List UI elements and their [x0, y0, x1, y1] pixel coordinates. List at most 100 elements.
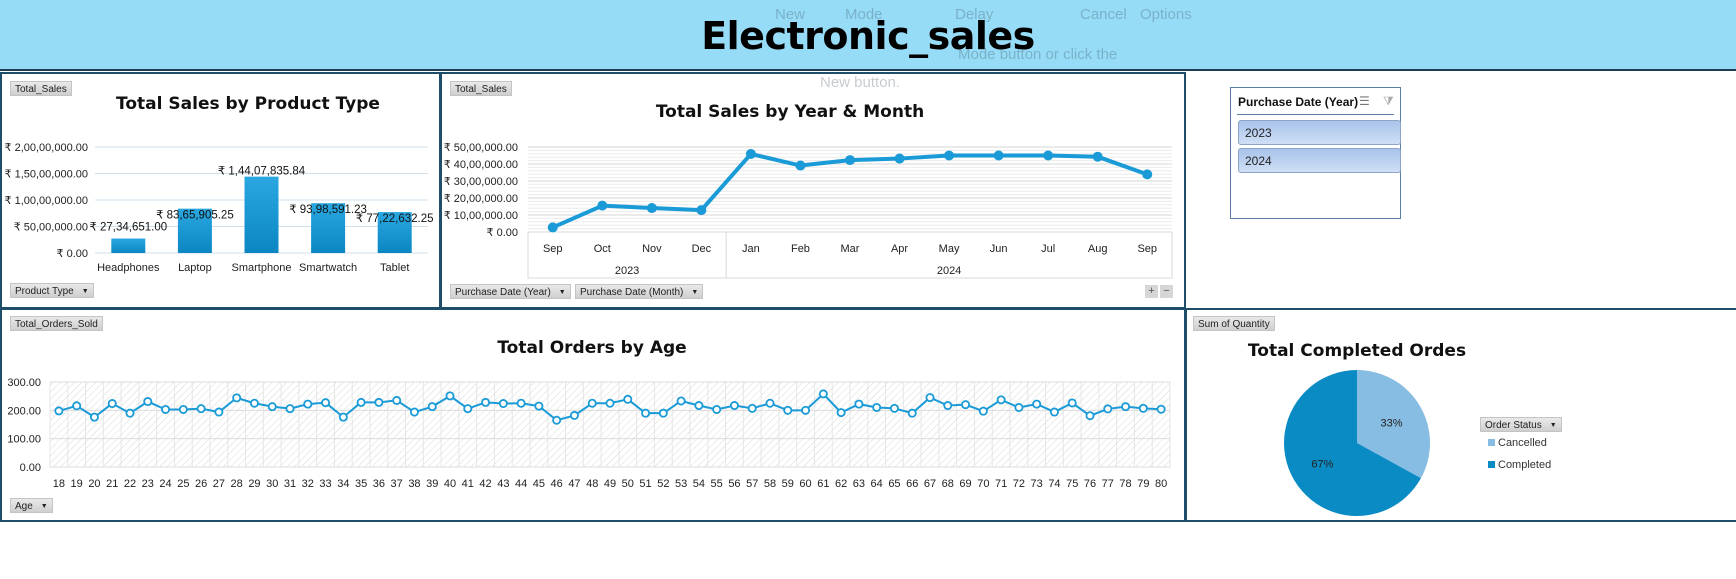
- age-point: [303, 399, 313, 409]
- age-x-tick: 69: [959, 478, 971, 490]
- bar-data-label: ₹ 93,98,591.23: [289, 204, 367, 216]
- age-point: [232, 393, 242, 403]
- bar-y-tick: ₹ 0.00: [57, 248, 88, 260]
- expand-field-button[interactable]: +: [1145, 285, 1158, 298]
- slicer-item-2024[interactable]: 2024: [1238, 148, 1401, 173]
- bar-tablet: [377, 212, 412, 253]
- age-point: [854, 399, 864, 409]
- age-x-tick: 38: [408, 478, 420, 490]
- age-x-tick: 78: [1119, 478, 1131, 490]
- age-point: [836, 408, 846, 418]
- age-x-tick: 25: [177, 478, 189, 490]
- age-point: [623, 394, 633, 404]
- month-point: [745, 148, 756, 159]
- age-x-tick: 72: [1013, 478, 1025, 490]
- age-filter-button[interactable]: Age: [10, 498, 53, 513]
- age-x-tick: 43: [497, 478, 509, 490]
- age-x-tick: 24: [159, 478, 171, 490]
- month-y-tick: ₹ 30,00,000.00: [444, 176, 518, 188]
- age-point: [943, 401, 953, 411]
- age-x-tick: 45: [533, 478, 545, 490]
- age-x-tick: 18: [53, 478, 65, 490]
- age-point: [427, 402, 437, 412]
- age-x-tick: 61: [817, 478, 829, 490]
- age-x-tick: 47: [568, 478, 580, 490]
- product-chart-title: Total Sales by Product Type: [116, 94, 380, 114]
- month-point: [696, 205, 707, 216]
- purchase-year-field-button[interactable]: Purchase Date (Year): [450, 284, 571, 299]
- age-point: [374, 397, 384, 407]
- month-y-tick: ₹ 50,00,000.00: [444, 142, 518, 154]
- age-x-tick: 56: [728, 478, 740, 490]
- age-x-tick: 31: [284, 478, 296, 490]
- age-x-tick: 36: [373, 478, 385, 490]
- age-point: [516, 398, 526, 408]
- bar-y-tick: ₹ 2,00,00,000.00: [5, 142, 88, 154]
- age-point: [641, 408, 651, 418]
- legend-cancelled: Cancelled: [1488, 437, 1547, 449]
- purchase-month-field-button[interactable]: Purchase Date (Month): [575, 284, 704, 299]
- collapse-field-button[interactable]: −: [1160, 285, 1173, 298]
- bar-headphones: [111, 238, 146, 253]
- age-x-tick: 50: [622, 478, 634, 490]
- month-point: [894, 153, 905, 164]
- month-axis-box: [527, 231, 1173, 279]
- age-point: [907, 408, 917, 418]
- age-x-tick: 51: [639, 478, 651, 490]
- age-x-tick: 23: [142, 478, 154, 490]
- multi-select-icon[interactable]: ☰: [1359, 94, 1370, 108]
- clear-filter-icon[interactable]: ⧩: [1383, 94, 1394, 108]
- age-point: [498, 399, 508, 409]
- month-point: [845, 155, 855, 166]
- age-x-tick: 68: [942, 478, 954, 490]
- age-x-tick: 30: [266, 478, 278, 490]
- month-point: [1043, 150, 1054, 161]
- month-point: [993, 150, 1004, 161]
- age-x-tick: 37: [391, 478, 403, 490]
- age-point: [107, 399, 117, 409]
- age-x-tick: 67: [924, 478, 936, 490]
- age-x-tick: 34: [337, 478, 349, 490]
- age-plot-area: [49, 381, 1171, 468]
- dashboard-header: Electronic_sales: [0, 0, 1736, 71]
- age-point: [765, 398, 775, 408]
- product-type-filter-button[interactable]: Product Type: [10, 283, 94, 298]
- age-point: [1138, 403, 1148, 413]
- age-point: [214, 407, 224, 417]
- month-point: [646, 203, 657, 214]
- slicer-item-2023[interactable]: 2023: [1238, 120, 1401, 145]
- age-x-tick: 59: [782, 478, 794, 490]
- age-point: [889, 403, 899, 413]
- age-point: [321, 398, 331, 408]
- age-point: [463, 404, 473, 414]
- bar-data-label: ₹ 1,44,07,835.84: [218, 166, 306, 178]
- age-point: [978, 406, 988, 416]
- bar-y-tick: ₹ 50,00,000.00: [14, 222, 88, 234]
- bar-x-tick: Laptop: [178, 262, 212, 274]
- bar-smartphone: [244, 176, 279, 253]
- month-point: [547, 222, 558, 233]
- sum-quantity-field-button[interactable]: Sum of Quantity: [1193, 316, 1275, 331]
- age-x-tick: 58: [764, 478, 776, 490]
- total-sales-field-button-2[interactable]: Total_Sales: [450, 81, 512, 96]
- age-x-tick: 77: [1102, 478, 1114, 490]
- age-point: [1032, 399, 1042, 409]
- age-point: [818, 389, 828, 399]
- age-x-tick: 21: [106, 478, 118, 490]
- age-point: [125, 408, 135, 418]
- age-x-tick: 71: [995, 478, 1007, 490]
- order-status-filter-button[interactable]: Order Status: [1480, 417, 1562, 432]
- bar-x-tick: Headphones: [97, 262, 160, 274]
- age-point: [481, 397, 491, 407]
- age-point: [1156, 404, 1166, 414]
- age-chart-title: Total Orders by Age: [497, 338, 687, 358]
- age-x-tick: 35: [355, 478, 367, 490]
- month-line-chart: ₹ 0.00 ₹ 10,00,000.00 ₹ 20,00,000.00 ₹ 30,0…: [444, 142, 1173, 279]
- age-x-tick: 29: [248, 478, 260, 490]
- age-x-tick: 52: [657, 478, 669, 490]
- age-point: [356, 397, 366, 407]
- total-sales-field-button[interactable]: Total_Sales: [10, 81, 72, 96]
- month-point: [795, 160, 806, 171]
- age-point: [712, 404, 722, 414]
- total-orders-field-button[interactable]: Total_Orders_Sold: [10, 316, 103, 331]
